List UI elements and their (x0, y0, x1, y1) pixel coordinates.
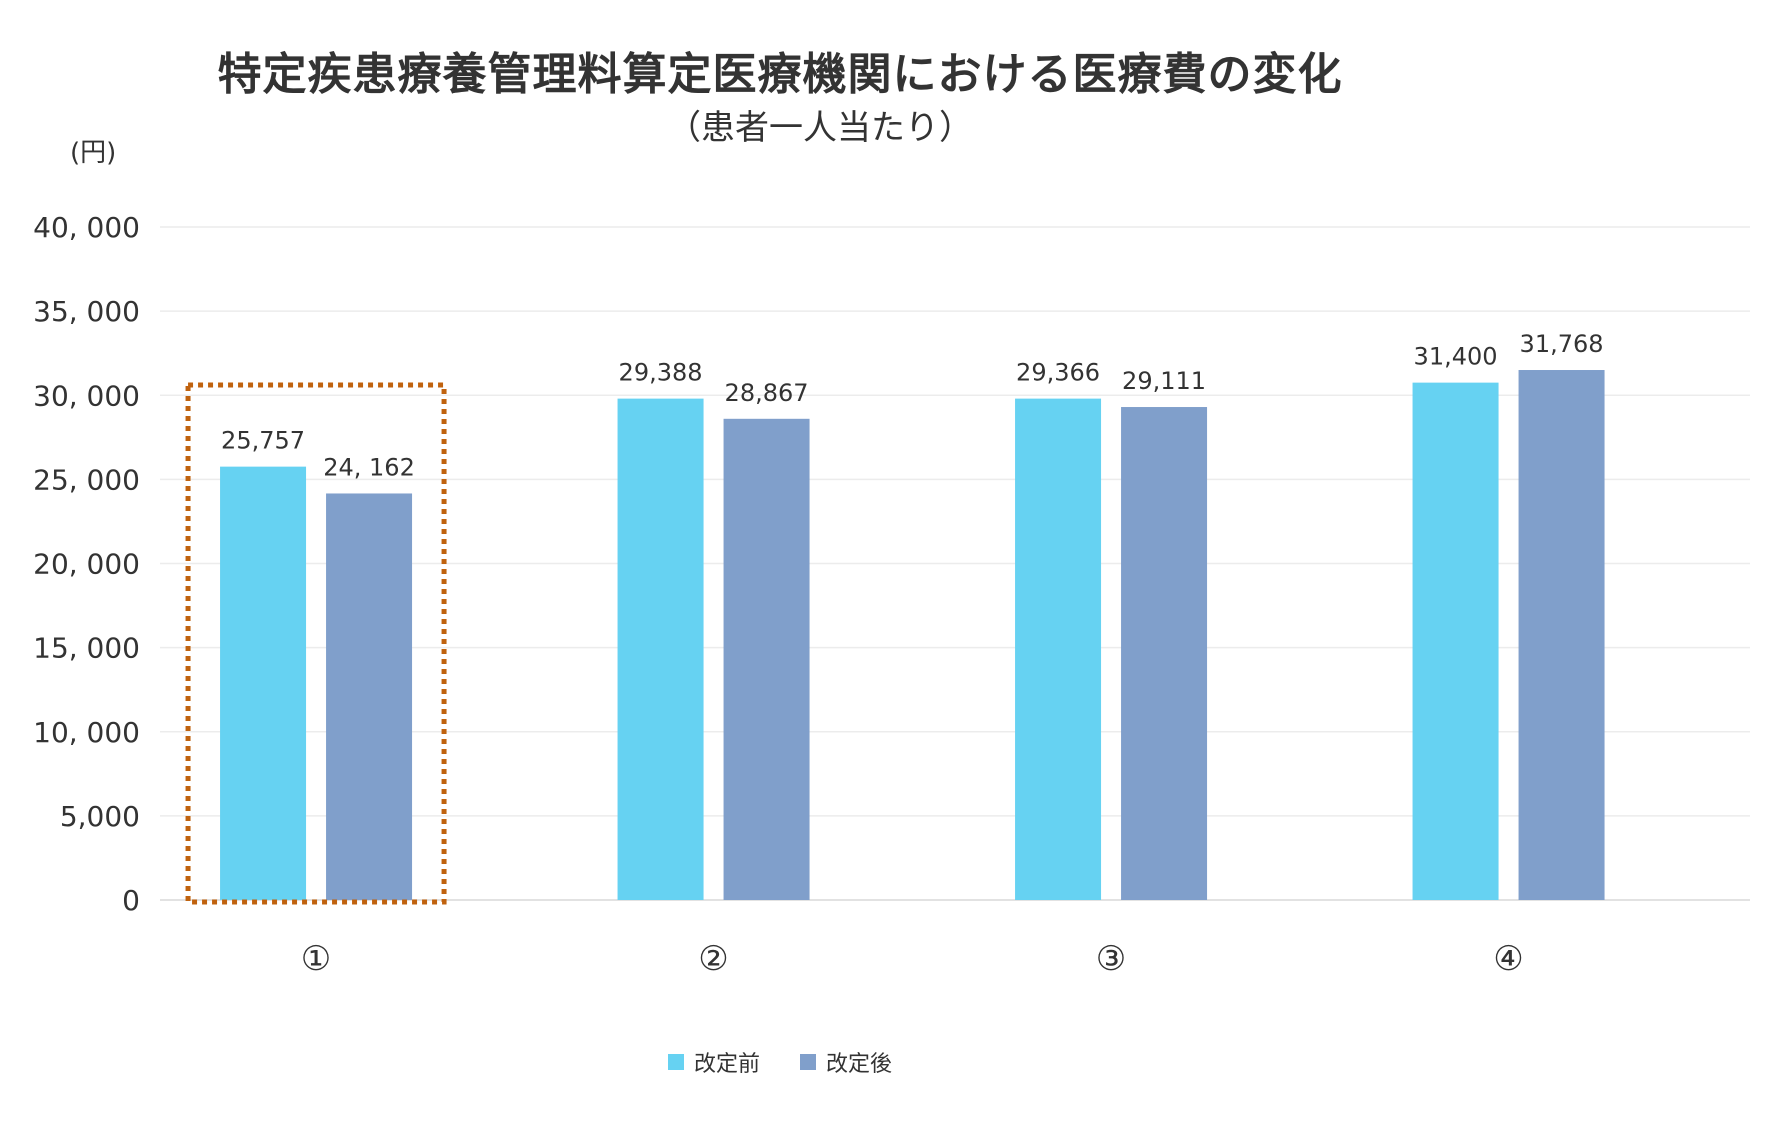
y-tick-label: 30, 000 (33, 379, 140, 412)
y-tick-label: 25, 000 (33, 463, 140, 496)
bar-after (326, 493, 413, 900)
bar-after (723, 418, 810, 900)
legend-label-after: 改定後 (826, 1052, 893, 1077)
bar-after (1121, 407, 1208, 900)
data-label: 29,366 (1016, 359, 1100, 387)
data-label: 29,388 (619, 359, 703, 387)
x-tick-label: ① (301, 939, 331, 979)
y-tick-label: 5,000 (60, 800, 140, 833)
x-tick-label: ④ (1493, 939, 1523, 979)
legend-label-before: 改定前 (693, 1052, 760, 1077)
chart-title: 特定疾患療養管理料算定医療機関における医療費の変化 (217, 49, 1343, 100)
bar-before (617, 398, 704, 900)
data-label: 31,768 (1520, 330, 1604, 358)
legend-swatch-before (667, 1054, 684, 1070)
bar-after (1518, 370, 1605, 900)
bar-before (1412, 382, 1499, 901)
legend: 改定前 改定後 (0, 1046, 1560, 1078)
y-axis-unit-label: (円) (70, 138, 117, 168)
chart-subtitle: （患者一人当たり） (667, 108, 973, 148)
y-tick-label: 15, 000 (33, 632, 140, 665)
y-tick-label: 20, 000 (33, 548, 140, 581)
data-label: 28,867 (725, 379, 809, 407)
y-tick-label: 35, 000 (33, 295, 140, 328)
x-tick-label: ③ (1096, 939, 1126, 979)
data-label: 31,400 (1414, 343, 1498, 371)
legend-item-before: 改定前 (667, 1046, 760, 1078)
highlight-box (185, 382, 447, 905)
data-label: 29,111 (1122, 367, 1206, 395)
bar-before (220, 466, 307, 900)
y-tick-label: 0 (122, 884, 140, 917)
data-label: 25,757 (221, 427, 305, 455)
bar-before (1015, 398, 1102, 900)
x-tick-label: ② (698, 939, 728, 979)
y-tick-label: 40, 000 (33, 211, 140, 244)
legend-item-after: 改定後 (800, 1046, 892, 1078)
data-label: 24, 162 (323, 453, 415, 481)
legend-swatch-after (800, 1054, 816, 1070)
y-tick-label: 10, 000 (33, 716, 140, 749)
